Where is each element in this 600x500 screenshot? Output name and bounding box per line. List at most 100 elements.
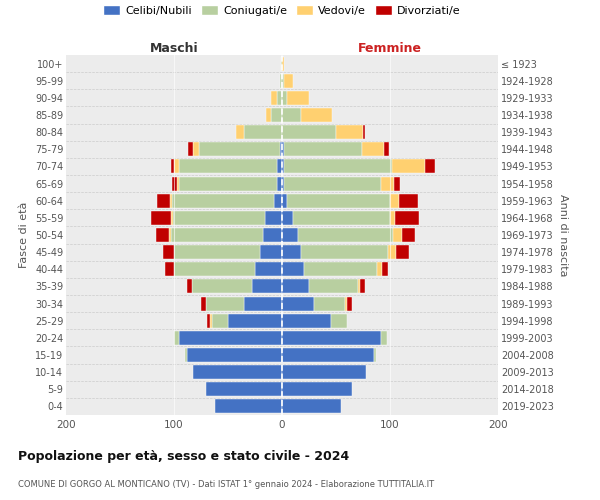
Bar (301, 108, 332, 122)
Bar (281, 56, 282, 70)
Legend: Celibi/Nubili, Coniugati/e, Vedovi/e, Divorziati/e: Celibi/Nubili, Coniugati/e, Vedovi/e, Di… (99, 1, 465, 20)
Bar (277, 176, 282, 190)
Bar (277, 91, 282, 105)
Bar (358, 280, 360, 293)
Bar (360, 280, 365, 293)
Bar (282, 108, 301, 122)
Bar (280, 142, 282, 156)
Bar (394, 176, 400, 190)
Bar (185, 348, 187, 362)
Bar (382, 331, 387, 345)
Bar (244, 125, 282, 139)
Bar (390, 194, 398, 207)
Bar (206, 296, 244, 310)
Bar (193, 280, 252, 293)
Bar (377, 262, 382, 276)
Bar (280, 74, 282, 88)
Bar (287, 194, 390, 207)
Bar (199, 142, 280, 156)
Bar (282, 74, 284, 88)
Bar (395, 211, 419, 225)
Bar (174, 245, 260, 259)
Bar (362, 142, 383, 156)
Bar (363, 125, 365, 139)
Text: Maschi: Maschi (149, 42, 199, 55)
Bar (282, 348, 374, 362)
Bar (282, 296, 314, 310)
Bar (282, 331, 382, 345)
Bar (282, 160, 284, 173)
Bar (236, 125, 244, 139)
Bar (282, 314, 331, 328)
Bar (179, 160, 277, 173)
Bar (282, 400, 341, 413)
Bar (174, 331, 179, 345)
Bar (347, 296, 352, 310)
Bar (282, 365, 366, 379)
Bar (398, 194, 418, 207)
Bar (163, 245, 174, 259)
Bar (193, 365, 282, 379)
Bar (271, 91, 277, 105)
Bar (170, 194, 172, 207)
Bar (293, 211, 390, 225)
Bar (304, 262, 377, 276)
Bar (266, 108, 271, 122)
Bar (193, 142, 199, 156)
Bar (298, 228, 393, 242)
Bar (151, 211, 171, 225)
Text: Femmine: Femmine (358, 42, 422, 55)
Bar (287, 91, 309, 105)
Bar (383, 142, 389, 156)
Bar (209, 314, 212, 328)
Bar (171, 228, 263, 242)
Bar (284, 160, 392, 173)
Bar (282, 211, 293, 225)
Bar (336, 125, 363, 139)
Bar (244, 296, 282, 310)
Bar (177, 176, 179, 190)
Bar (260, 245, 282, 259)
Bar (169, 228, 171, 242)
Bar (155, 228, 169, 242)
Bar (390, 211, 395, 225)
Bar (179, 176, 277, 190)
Bar (282, 280, 309, 293)
Bar (174, 262, 255, 276)
Bar (284, 74, 293, 88)
Bar (228, 314, 282, 328)
Text: Popolazione per età, sesso e stato civile - 2024: Popolazione per età, sesso e stato civil… (18, 450, 349, 463)
Bar (187, 348, 282, 362)
Bar (282, 262, 304, 276)
Bar (282, 91, 287, 105)
Y-axis label: Anni di nascita: Anni di nascita (557, 194, 568, 276)
Bar (172, 194, 274, 207)
Bar (282, 56, 284, 70)
Bar (277, 160, 282, 173)
Bar (171, 160, 174, 173)
Bar (282, 142, 284, 156)
Y-axis label: Fasce di età: Fasce di età (19, 202, 29, 268)
Bar (173, 211, 265, 225)
Bar (282, 194, 287, 207)
Bar (282, 125, 336, 139)
Bar (397, 245, 409, 259)
Bar (274, 194, 282, 207)
Bar (393, 228, 402, 242)
Bar (301, 245, 388, 259)
Bar (263, 228, 282, 242)
Bar (402, 228, 415, 242)
Bar (309, 280, 358, 293)
Bar (314, 296, 344, 310)
Bar (187, 280, 193, 293)
Bar (201, 296, 206, 310)
Bar (179, 331, 282, 345)
Bar (282, 228, 298, 242)
Bar (284, 142, 362, 156)
Bar (255, 262, 282, 276)
Bar (392, 160, 425, 173)
Bar (382, 176, 394, 190)
Bar (388, 245, 397, 259)
Bar (166, 262, 174, 276)
Bar (172, 176, 177, 190)
